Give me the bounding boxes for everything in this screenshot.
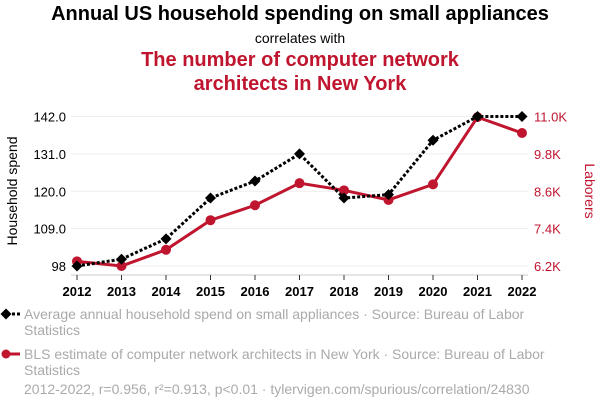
data-point-spend: [160, 233, 172, 245]
x-tick-label: 2014: [152, 284, 182, 299]
x-tick-label: 2017: [285, 284, 314, 299]
y-tick-label-left: 142.0: [33, 110, 66, 125]
data-point-laborers: [250, 200, 260, 211]
data-point-laborers: [294, 178, 305, 189]
footer-note: 2012-2022, r=0.956, r²=0.913, p<0.01 · t…: [24, 381, 530, 397]
x-tick-label: 2022: [508, 284, 537, 299]
y-tick-label-left: 131.0: [33, 147, 66, 162]
x-tick-label: 2021: [463, 284, 492, 299]
data-point-spend: [205, 192, 216, 204]
data-point-spend: [116, 253, 127, 265]
data-point-spend: [71, 260, 83, 272]
x-tick-label: 2020: [419, 284, 448, 299]
data-point-spend: [516, 111, 528, 122]
data-point-laborers: [205, 215, 216, 226]
y-tick-label-right: 9.8K: [534, 147, 561, 162]
y-tick-label-right: 7.4K: [534, 222, 561, 237]
y-tick-label-left: 98: [52, 259, 66, 274]
x-tick-label: 2019: [374, 284, 403, 299]
data-point-spend: [472, 111, 483, 122]
data-point-laborers: [116, 261, 127, 271]
chart-title-2: The number of computer network architects…: [0, 48, 600, 96]
y-tick-label-left: 120.0: [33, 184, 66, 199]
data-point-spend: [427, 134, 439, 146]
data-point-spend: [249, 175, 261, 187]
y-axis-label-left: Household spend: [4, 137, 20, 246]
chart-title: Annual US household spending on small ap…: [51, 3, 549, 25]
data-point-laborers: [161, 244, 171, 255]
title2-line1: The number of computer network: [141, 49, 459, 71]
data-point-spend: [294, 148, 305, 160]
y-tick-label-right: 8.6K: [534, 184, 561, 199]
chart-subtitle: correlates with: [254, 30, 346, 46]
legend-marker-diamond-icon: [0, 308, 12, 320]
series-line-spend: [76, 115, 522, 268]
x-tick-label: 2013: [107, 284, 136, 299]
data-point-spend: [383, 189, 394, 201]
x-tick-label: 2018: [330, 284, 359, 299]
y-tick-label-left: 109.0: [33, 222, 66, 237]
legend-marker-circle-icon: [1, 349, 11, 359]
x-tick-label: 2016: [241, 284, 270, 299]
y-axis-label-right: Laborers: [582, 163, 598, 218]
title2-line2: architects in New York: [193, 73, 407, 95]
y-tick-label-right: 11.0K: [534, 110, 567, 125]
y-tick-label-right: 6.2K: [534, 259, 561, 274]
x-tick-label: 2012: [63, 284, 92, 299]
data-point-laborers: [339, 185, 349, 196]
data-point-laborers: [517, 128, 527, 139]
data-point-spend: [338, 192, 350, 204]
x-tick-label: 2015: [196, 284, 225, 299]
data-point-laborers: [428, 179, 438, 190]
legend-label-2: BLS estimate of computer network archite…: [24, 346, 545, 378]
legend-label-1: Average annual household spend on small …: [24, 306, 525, 338]
